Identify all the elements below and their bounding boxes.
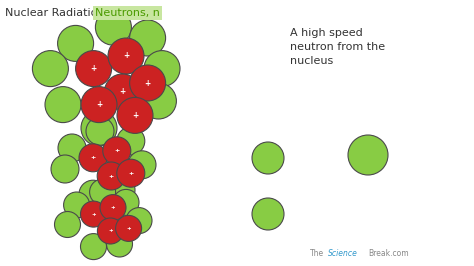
Circle shape: [79, 144, 107, 172]
Circle shape: [55, 211, 81, 238]
Text: +: +: [108, 228, 113, 234]
Text: +: +: [128, 171, 133, 176]
Text: +: +: [91, 64, 97, 73]
Circle shape: [126, 207, 152, 234]
Circle shape: [144, 51, 180, 87]
Circle shape: [97, 162, 125, 190]
Circle shape: [64, 192, 90, 218]
Circle shape: [107, 231, 133, 257]
Circle shape: [104, 74, 140, 110]
Circle shape: [108, 38, 144, 74]
Text: Nuclear Radiation -: Nuclear Radiation -: [5, 8, 116, 18]
Circle shape: [117, 159, 145, 187]
Circle shape: [100, 195, 126, 221]
Circle shape: [79, 180, 107, 208]
Circle shape: [32, 51, 68, 87]
Text: The: The: [310, 249, 324, 258]
Text: Science: Science: [328, 249, 358, 258]
Circle shape: [51, 155, 79, 183]
Text: +: +: [126, 226, 131, 231]
Circle shape: [116, 215, 142, 242]
Text: +: +: [145, 78, 151, 88]
Text: +: +: [114, 148, 119, 153]
Circle shape: [81, 110, 117, 146]
Text: +: +: [123, 52, 129, 60]
Circle shape: [117, 97, 153, 134]
Circle shape: [95, 9, 131, 45]
Text: +: +: [109, 173, 114, 178]
Circle shape: [129, 20, 165, 56]
Circle shape: [128, 151, 156, 179]
Circle shape: [86, 117, 114, 145]
Circle shape: [103, 137, 131, 165]
Circle shape: [129, 65, 165, 101]
Circle shape: [107, 176, 135, 204]
Circle shape: [348, 135, 388, 175]
Circle shape: [81, 201, 107, 227]
Text: Break.com: Break.com: [368, 249, 409, 258]
Text: +: +: [96, 100, 102, 109]
Circle shape: [140, 83, 176, 119]
Text: +: +: [91, 155, 96, 160]
Text: +: +: [111, 205, 115, 210]
Circle shape: [45, 87, 81, 123]
Text: Neutrons, n: Neutrons, n: [95, 8, 160, 18]
Circle shape: [90, 179, 116, 205]
Circle shape: [81, 87, 117, 123]
Text: +: +: [119, 88, 126, 97]
Circle shape: [252, 198, 284, 230]
Circle shape: [81, 234, 107, 260]
Circle shape: [58, 25, 93, 61]
Circle shape: [97, 218, 123, 244]
Text: +: +: [91, 211, 96, 217]
Text: +: +: [132, 111, 138, 120]
Circle shape: [75, 51, 111, 87]
Circle shape: [252, 142, 284, 174]
Circle shape: [113, 189, 139, 215]
Circle shape: [117, 127, 145, 155]
Circle shape: [58, 134, 86, 162]
Text: A high speed
neutron from the
nucleus: A high speed neutron from the nucleus: [290, 28, 385, 66]
